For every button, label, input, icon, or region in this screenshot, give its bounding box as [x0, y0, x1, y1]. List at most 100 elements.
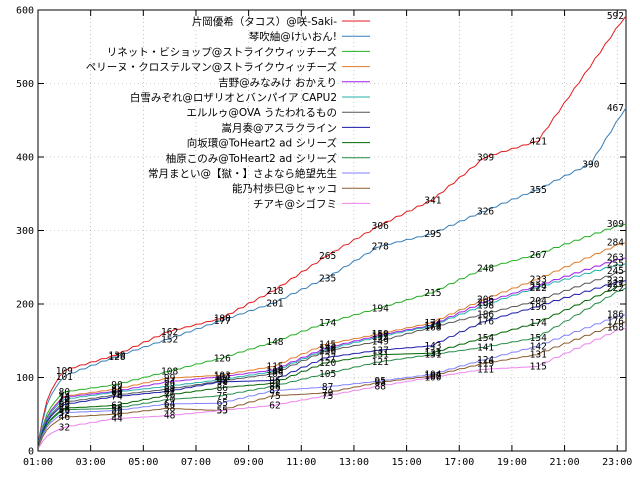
data-label: 115: [266, 361, 283, 372]
data-label: 245: [607, 266, 624, 277]
data-label: 215: [424, 288, 441, 299]
data-label: 222: [530, 283, 547, 294]
data-label: 201: [266, 298, 283, 309]
data-label: 110: [266, 365, 283, 376]
y-tick-label: 500: [16, 79, 34, 90]
data-label: 84: [164, 384, 176, 395]
data-label: 48: [164, 411, 176, 422]
data-label: 143: [424, 341, 441, 352]
data-label: 168: [607, 323, 624, 334]
x-tick-label: 01:00: [23, 457, 53, 468]
data-label: 108: [266, 367, 283, 378]
data-label: 222: [607, 283, 624, 294]
legend-label-5: 吉野@みなみけ おかえり: [218, 77, 337, 89]
x-tick-label: 23:00: [602, 457, 632, 468]
x-tick-label: 05:00: [128, 457, 158, 468]
data-label: 101: [56, 372, 73, 383]
data-label: 76: [111, 390, 123, 401]
data-label: 309: [607, 219, 624, 230]
data-label: 174: [319, 318, 336, 329]
data-label: 196: [530, 302, 547, 313]
data-label: 108: [161, 367, 178, 378]
data-label: 101: [214, 372, 231, 383]
data-label: 265: [319, 251, 336, 262]
legend-label-13: チアキ@シゴフミ: [253, 197, 337, 210]
data-label: 52: [59, 408, 70, 419]
data-label: 467: [607, 103, 624, 114]
data-label: 56: [59, 405, 71, 416]
data-label: 131: [372, 350, 389, 361]
legend-label-11: 常月まとい@【獄・】さよなら絶望先生: [148, 167, 337, 180]
data-label: 93: [375, 378, 386, 389]
data-label: 224: [530, 281, 547, 292]
data-label: 149: [372, 336, 389, 347]
data-label: 263: [607, 253, 624, 264]
series-line-4: [38, 241, 627, 443]
series-line-11: [38, 313, 627, 446]
data-label: 100: [424, 373, 441, 384]
data-label: 115: [530, 361, 547, 372]
data-label: 186: [607, 309, 624, 320]
data-label: 80: [59, 387, 71, 398]
data-label: 232: [607, 275, 624, 286]
data-label: 157: [372, 331, 389, 342]
data-label: 152: [161, 334, 178, 345]
data-label: 55: [217, 406, 228, 417]
x-tick-label: 03:00: [76, 457, 106, 468]
grid: [38, 10, 626, 451]
legend-label-10: 柚原このみ@ToHeart2 ad シリーズ: [166, 152, 337, 165]
data-label: 111: [477, 364, 494, 375]
data-label: 120: [319, 358, 336, 369]
data-label: 142: [530, 342, 547, 353]
data-label: 88: [269, 381, 281, 392]
data-label: 58: [164, 403, 176, 414]
data-label: 170: [424, 321, 441, 332]
data-label: 64: [164, 399, 176, 410]
data-label: 99: [164, 373, 176, 384]
data-label: 138: [319, 345, 336, 356]
data-label: 66: [59, 397, 71, 408]
data-label: 248: [477, 264, 494, 275]
series-line-2: [38, 107, 627, 440]
data-label: 137: [372, 345, 389, 356]
x-tick-label: 15:00: [392, 457, 422, 468]
data-label: 235: [319, 273, 336, 284]
data-label: 202: [477, 298, 494, 309]
data-label: 131: [424, 350, 441, 361]
data-label: 97: [217, 375, 228, 386]
data-label: 159: [372, 329, 389, 340]
data-label: 65: [217, 398, 228, 409]
data-label: 141: [477, 342, 494, 353]
data-label: 109: [56, 366, 73, 377]
data-label: 341: [424, 195, 441, 206]
data-label: 103: [214, 370, 231, 381]
y-tick-label: 100: [16, 373, 34, 384]
data-label: 255: [607, 259, 624, 270]
data-label: 94: [164, 377, 176, 388]
data-label: 75: [269, 391, 280, 402]
data-label: 73: [59, 392, 70, 403]
y-tick-label: 0: [28, 447, 34, 458]
legend-label-3: リネット・ビショップ@ストライクウィッチーズ: [107, 45, 337, 58]
data-label: 176: [607, 317, 624, 328]
axes: 0 100 200 300 400 500 600 01:00 03:00 05:00 07:00 0…: [16, 6, 632, 469]
data-label: 79: [322, 388, 334, 399]
x-tick-label: 17:00: [444, 457, 474, 468]
data-label: 58: [111, 403, 123, 414]
data-label: 82: [269, 386, 280, 397]
data-label: 233: [530, 275, 547, 286]
x-tick-label: 07:00: [181, 457, 211, 468]
data-label: 145: [319, 339, 336, 350]
series-line-10: [38, 287, 627, 445]
data-label: 168: [424, 323, 441, 334]
series-layer: [38, 15, 627, 448]
legend-label-4: ペリーヌ・クロステルマン@ストライクウィッチーズ: [86, 61, 337, 74]
data-label: 154: [477, 333, 494, 344]
data-label: 55: [217, 406, 228, 417]
data-label: 592: [607, 11, 624, 22]
data-label: 32: [59, 422, 70, 433]
y-tick-label: 400: [16, 153, 34, 164]
data-label: 95: [217, 376, 228, 387]
data-label: 326: [477, 206, 494, 217]
